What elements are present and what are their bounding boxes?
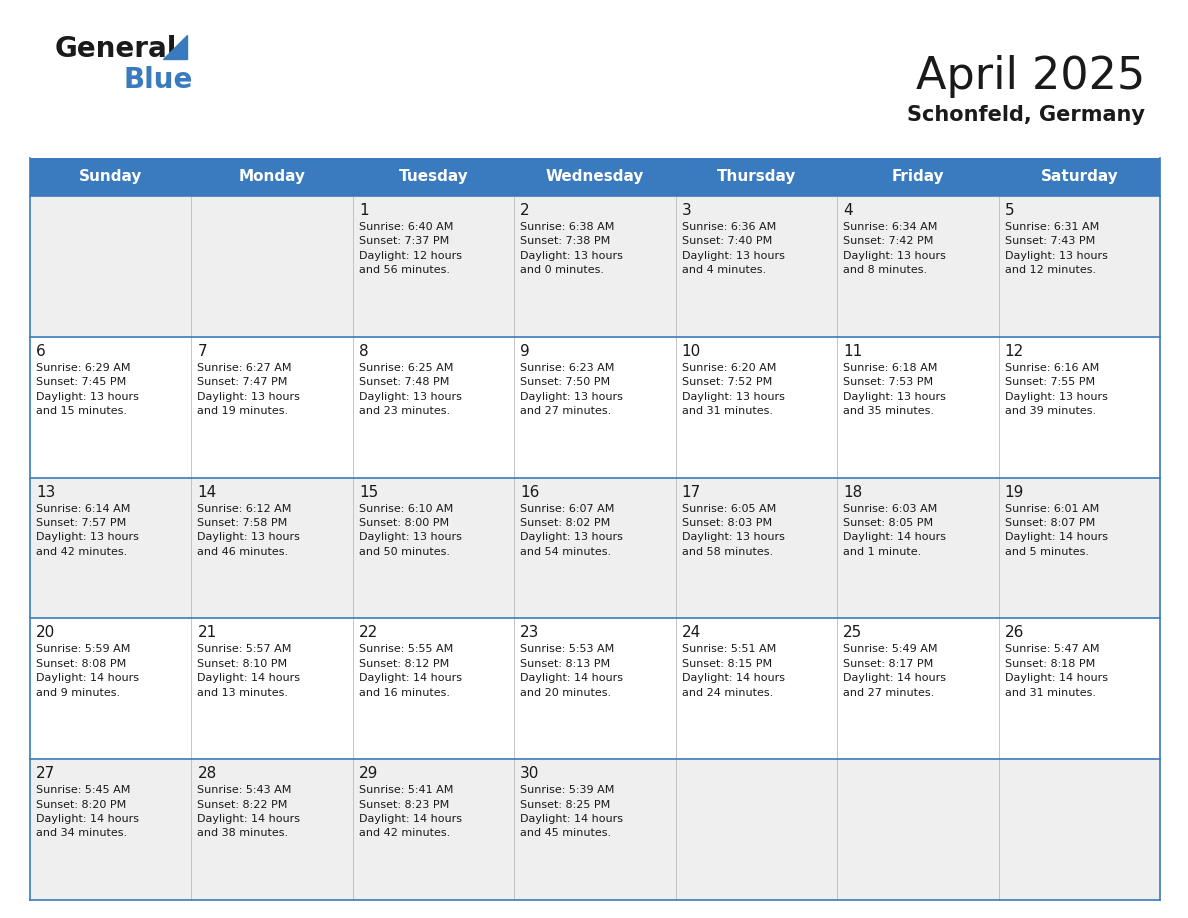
Text: 12: 12: [1005, 344, 1024, 359]
Text: 3: 3: [682, 203, 691, 218]
Text: Sunrise: 6:14 AM
Sunset: 7:57 PM
Daylight: 13 hours
and 42 minutes.: Sunrise: 6:14 AM Sunset: 7:57 PM Dayligh…: [36, 504, 139, 557]
Text: Sunrise: 6:20 AM
Sunset: 7:52 PM
Daylight: 13 hours
and 31 minutes.: Sunrise: 6:20 AM Sunset: 7:52 PM Dayligh…: [682, 363, 784, 416]
Bar: [30, 158, 1159, 196]
Text: April 2025: April 2025: [916, 55, 1145, 98]
Text: Sunrise: 6:18 AM
Sunset: 7:53 PM
Daylight: 13 hours
and 35 minutes.: Sunrise: 6:18 AM Sunset: 7:53 PM Dayligh…: [843, 363, 946, 416]
Bar: [30, 619, 1159, 759]
Text: Sunrise: 6:03 AM
Sunset: 8:05 PM
Daylight: 14 hours
and 1 minute.: Sunrise: 6:03 AM Sunset: 8:05 PM Dayligh…: [843, 504, 946, 557]
Text: 16: 16: [520, 485, 539, 499]
Polygon shape: [163, 35, 187, 59]
Text: Sunrise: 6:12 AM
Sunset: 7:58 PM
Daylight: 13 hours
and 46 minutes.: Sunrise: 6:12 AM Sunset: 7:58 PM Dayligh…: [197, 504, 301, 557]
Text: 22: 22: [359, 625, 378, 641]
Text: Saturday: Saturday: [1041, 170, 1118, 185]
Text: 8: 8: [359, 344, 368, 359]
Text: 20: 20: [36, 625, 56, 641]
Text: Sunrise: 6:23 AM
Sunset: 7:50 PM
Daylight: 13 hours
and 27 minutes.: Sunrise: 6:23 AM Sunset: 7:50 PM Dayligh…: [520, 363, 624, 416]
Text: Sunrise: 6:27 AM
Sunset: 7:47 PM
Daylight: 13 hours
and 19 minutes.: Sunrise: 6:27 AM Sunset: 7:47 PM Dayligh…: [197, 363, 301, 416]
Text: Sunrise: 6:29 AM
Sunset: 7:45 PM
Daylight: 13 hours
and 15 minutes.: Sunrise: 6:29 AM Sunset: 7:45 PM Dayligh…: [36, 363, 139, 416]
Text: Sunrise: 6:34 AM
Sunset: 7:42 PM
Daylight: 13 hours
and 8 minutes.: Sunrise: 6:34 AM Sunset: 7:42 PM Dayligh…: [843, 222, 946, 275]
Text: 24: 24: [682, 625, 701, 641]
Text: Sunrise: 5:49 AM
Sunset: 8:17 PM
Daylight: 14 hours
and 27 minutes.: Sunrise: 5:49 AM Sunset: 8:17 PM Dayligh…: [843, 644, 946, 698]
Text: 27: 27: [36, 767, 56, 781]
Text: Sunrise: 5:57 AM
Sunset: 8:10 PM
Daylight: 14 hours
and 13 minutes.: Sunrise: 5:57 AM Sunset: 8:10 PM Dayligh…: [197, 644, 301, 698]
Text: 28: 28: [197, 767, 216, 781]
Text: General: General: [55, 35, 177, 63]
Text: 18: 18: [843, 485, 862, 499]
Text: Sunrise: 6:16 AM
Sunset: 7:55 PM
Daylight: 13 hours
and 39 minutes.: Sunrise: 6:16 AM Sunset: 7:55 PM Dayligh…: [1005, 363, 1107, 416]
Text: 1: 1: [359, 203, 368, 218]
Text: 19: 19: [1005, 485, 1024, 499]
Text: Thursday: Thursday: [716, 170, 796, 185]
Text: Sunrise: 5:59 AM
Sunset: 8:08 PM
Daylight: 14 hours
and 9 minutes.: Sunrise: 5:59 AM Sunset: 8:08 PM Dayligh…: [36, 644, 139, 698]
Text: 5: 5: [1005, 203, 1015, 218]
Text: Blue: Blue: [124, 66, 192, 94]
Text: Sunrise: 5:47 AM
Sunset: 8:18 PM
Daylight: 14 hours
and 31 minutes.: Sunrise: 5:47 AM Sunset: 8:18 PM Dayligh…: [1005, 644, 1107, 698]
Text: 15: 15: [359, 485, 378, 499]
Text: Sunrise: 6:40 AM
Sunset: 7:37 PM
Daylight: 12 hours
and 56 minutes.: Sunrise: 6:40 AM Sunset: 7:37 PM Dayligh…: [359, 222, 462, 275]
Text: Sunrise: 5:51 AM
Sunset: 8:15 PM
Daylight: 14 hours
and 24 minutes.: Sunrise: 5:51 AM Sunset: 8:15 PM Dayligh…: [682, 644, 785, 698]
Bar: [30, 759, 1159, 900]
Text: Sunrise: 6:10 AM
Sunset: 8:00 PM
Daylight: 13 hours
and 50 minutes.: Sunrise: 6:10 AM Sunset: 8:00 PM Dayligh…: [359, 504, 462, 557]
Text: 2: 2: [520, 203, 530, 218]
Text: Friday: Friday: [891, 170, 944, 185]
Text: 11: 11: [843, 344, 862, 359]
Text: 13: 13: [36, 485, 56, 499]
Text: Schonfeld, Germany: Schonfeld, Germany: [906, 105, 1145, 125]
Text: 10: 10: [682, 344, 701, 359]
Text: Monday: Monday: [239, 170, 305, 185]
Bar: [30, 477, 1159, 619]
Text: Sunrise: 5:39 AM
Sunset: 8:25 PM
Daylight: 14 hours
and 45 minutes.: Sunrise: 5:39 AM Sunset: 8:25 PM Dayligh…: [520, 785, 624, 838]
Text: Sunrise: 6:36 AM
Sunset: 7:40 PM
Daylight: 13 hours
and 4 minutes.: Sunrise: 6:36 AM Sunset: 7:40 PM Dayligh…: [682, 222, 784, 275]
Text: Sunrise: 5:55 AM
Sunset: 8:12 PM
Daylight: 14 hours
and 16 minutes.: Sunrise: 5:55 AM Sunset: 8:12 PM Dayligh…: [359, 644, 462, 698]
Text: 14: 14: [197, 485, 216, 499]
Text: Sunrise: 6:01 AM
Sunset: 8:07 PM
Daylight: 14 hours
and 5 minutes.: Sunrise: 6:01 AM Sunset: 8:07 PM Dayligh…: [1005, 504, 1107, 557]
Text: 4: 4: [843, 203, 853, 218]
Text: 21: 21: [197, 625, 216, 641]
Text: Sunrise: 6:38 AM
Sunset: 7:38 PM
Daylight: 13 hours
and 0 minutes.: Sunrise: 6:38 AM Sunset: 7:38 PM Dayligh…: [520, 222, 624, 275]
Text: 6: 6: [36, 344, 46, 359]
Text: 30: 30: [520, 767, 539, 781]
Text: 7: 7: [197, 344, 207, 359]
Text: 29: 29: [359, 767, 378, 781]
Text: Wednesday: Wednesday: [545, 170, 644, 185]
Text: 26: 26: [1005, 625, 1024, 641]
Text: 23: 23: [520, 625, 539, 641]
Text: Sunrise: 5:53 AM
Sunset: 8:13 PM
Daylight: 14 hours
and 20 minutes.: Sunrise: 5:53 AM Sunset: 8:13 PM Dayligh…: [520, 644, 624, 698]
Bar: [30, 337, 1159, 477]
Text: Sunday: Sunday: [80, 170, 143, 185]
Text: Sunrise: 5:41 AM
Sunset: 8:23 PM
Daylight: 14 hours
and 42 minutes.: Sunrise: 5:41 AM Sunset: 8:23 PM Dayligh…: [359, 785, 462, 838]
Bar: [30, 196, 1159, 337]
Text: Sunrise: 6:25 AM
Sunset: 7:48 PM
Daylight: 13 hours
and 23 minutes.: Sunrise: 6:25 AM Sunset: 7:48 PM Dayligh…: [359, 363, 462, 416]
Text: Sunrise: 6:31 AM
Sunset: 7:43 PM
Daylight: 13 hours
and 12 minutes.: Sunrise: 6:31 AM Sunset: 7:43 PM Dayligh…: [1005, 222, 1107, 275]
Text: 25: 25: [843, 625, 862, 641]
Text: Sunrise: 5:43 AM
Sunset: 8:22 PM
Daylight: 14 hours
and 38 minutes.: Sunrise: 5:43 AM Sunset: 8:22 PM Dayligh…: [197, 785, 301, 838]
Text: 9: 9: [520, 344, 530, 359]
Text: Sunrise: 6:05 AM
Sunset: 8:03 PM
Daylight: 13 hours
and 58 minutes.: Sunrise: 6:05 AM Sunset: 8:03 PM Dayligh…: [682, 504, 784, 557]
Text: Sunrise: 5:45 AM
Sunset: 8:20 PM
Daylight: 14 hours
and 34 minutes.: Sunrise: 5:45 AM Sunset: 8:20 PM Dayligh…: [36, 785, 139, 838]
Text: Tuesday: Tuesday: [399, 170, 468, 185]
Text: Sunrise: 6:07 AM
Sunset: 8:02 PM
Daylight: 13 hours
and 54 minutes.: Sunrise: 6:07 AM Sunset: 8:02 PM Dayligh…: [520, 504, 624, 557]
Text: 17: 17: [682, 485, 701, 499]
